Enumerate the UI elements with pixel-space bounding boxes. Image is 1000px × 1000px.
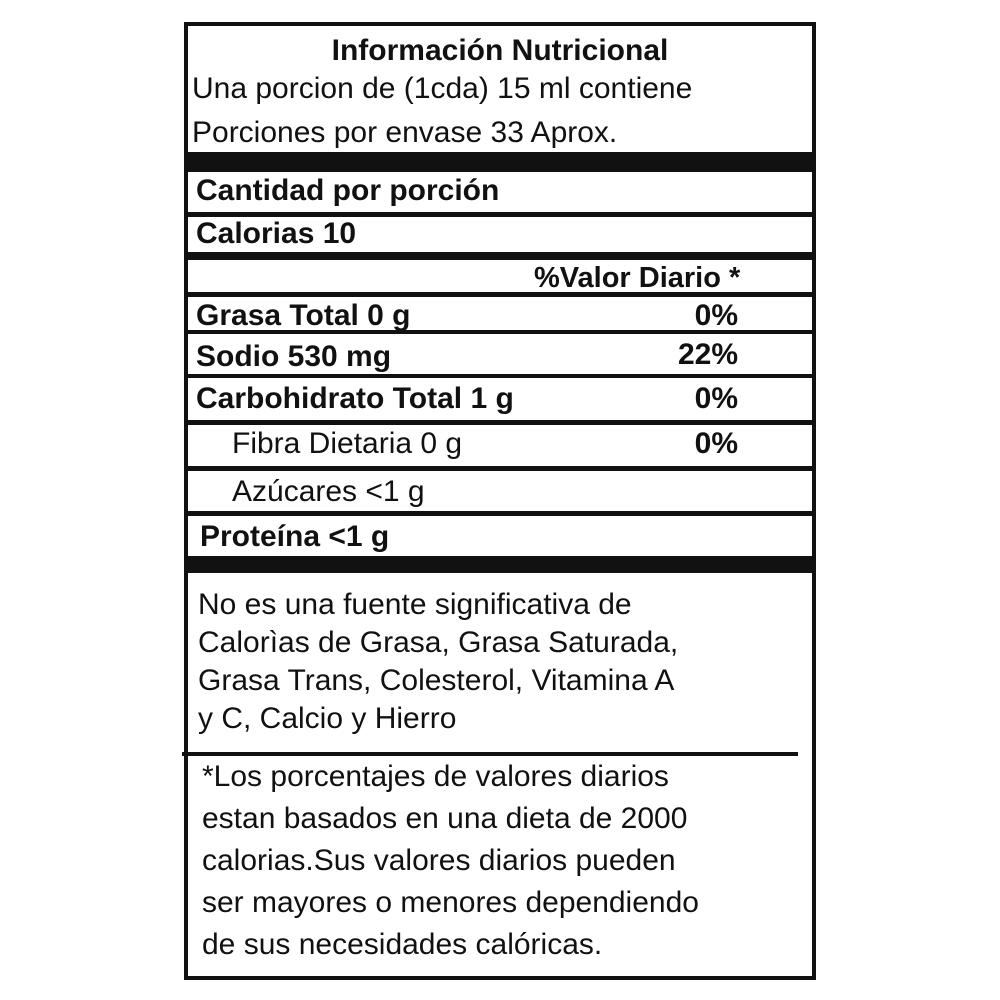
amount-per-serving-row: Cantidad por porción xyxy=(188,172,812,212)
nutrient-dv: 0% xyxy=(694,382,738,415)
footnote-line: y C, Calcio y Hierro xyxy=(198,702,457,735)
label-title: Información Nutricional xyxy=(331,34,669,67)
divider xyxy=(188,420,812,425)
footnote-line: No es una fuente significativa de xyxy=(198,588,632,621)
footnote-line: *Los porcentajes de valores diarios xyxy=(202,760,669,793)
nutrient-label: Sodio 530 mg xyxy=(196,340,392,373)
nutrient-label: Fibra Dietaria 0 g xyxy=(232,427,463,460)
footnote-line: estan basados en una dieta de 2000 xyxy=(202,802,688,835)
nutrient-dv: 0% xyxy=(694,299,738,330)
divider xyxy=(188,511,812,516)
divider xyxy=(188,252,812,260)
daily-value-header: %Valor Diario * xyxy=(534,262,741,294)
calories: Calorias 10 xyxy=(196,217,357,250)
calories-row: Calorias 10 xyxy=(188,217,812,252)
footnote-line: Calorìas de Grasa, Grasa Saturada, xyxy=(198,626,679,659)
nutrient-dv: 22% xyxy=(677,338,738,371)
nutrient-row: Fibra Dietaria 0 g 0% xyxy=(188,425,812,466)
divider xyxy=(188,212,812,217)
serving-size: Una porcion de (1cda) 15 ml contiene xyxy=(192,72,693,105)
footnote-line: ser mayores o menores dependiendo xyxy=(202,886,699,919)
footnote-daily-values: *Los porcentajes de valores diarios esta… xyxy=(202,756,699,966)
nutrient-row: Grasa Total 0 g 0% xyxy=(188,297,812,330)
label-header: Información Nutricional Una porcion de (… xyxy=(188,26,812,152)
nutrient-dv: 0% xyxy=(694,427,738,460)
thick-divider xyxy=(188,152,812,172)
footnote-line: calorias.Sus valores diarios pueden xyxy=(202,844,676,877)
divider xyxy=(188,292,812,297)
nutrient-label: Proteína <1 g xyxy=(200,520,390,553)
thick-divider xyxy=(188,556,812,573)
footnote-significance: No es una fuente significativa de Calorì… xyxy=(198,586,678,738)
nutrient-row: Sodio 530 mg 22% xyxy=(188,334,812,374)
divider xyxy=(188,374,812,378)
daily-value-header-row: %Valor Diario * xyxy=(188,260,812,294)
nutrient-row: Proteína <1 g xyxy=(188,516,812,556)
amount-per-serving: Cantidad por porción xyxy=(196,174,500,207)
divider xyxy=(188,466,812,471)
nutrient-row: Azúcares <1 g xyxy=(188,471,812,511)
footnote-divider xyxy=(182,752,798,756)
nutrient-label: Grasa Total 0 g xyxy=(196,299,411,330)
nutrient-label: Azúcares <1 g xyxy=(232,475,425,508)
footnote-line: de sus necesidades calóricas. xyxy=(202,928,603,961)
footnote-line: Grasa Trans, Colesterol, Vitamina A xyxy=(198,664,675,697)
nutrient-row: Carbohidrato Total 1 g 0% xyxy=(188,378,812,420)
nutrition-facts-label: Información Nutricional Una porcion de (… xyxy=(182,22,816,980)
divider xyxy=(188,330,812,334)
nutrient-label: Carbohidrato Total 1 g xyxy=(196,382,514,415)
servings-per-container: Porciones por envase 33 Aprox. xyxy=(192,116,618,149)
